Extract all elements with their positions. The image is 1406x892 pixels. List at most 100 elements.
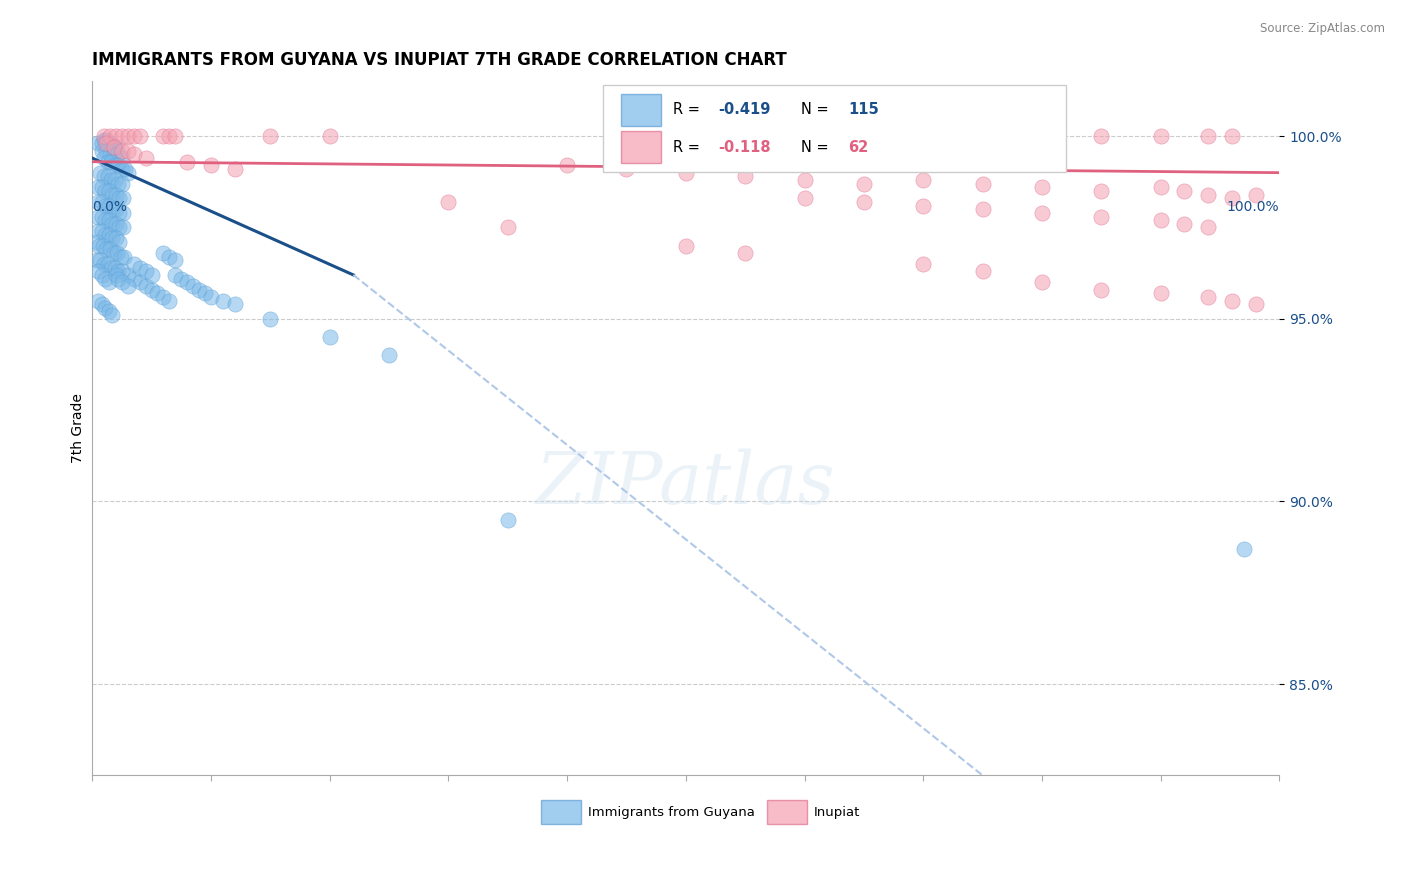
Point: [1197, 220, 1219, 235]
Point: [111, 129, 134, 144]
Point: [912, 198, 935, 212]
Point: [87, 264, 110, 278]
Point: [793, 173, 815, 187]
FancyBboxPatch shape: [620, 94, 661, 126]
Point: [112, 206, 135, 220]
Point: [1150, 180, 1173, 194]
Point: [165, 129, 187, 144]
Text: R =: R =: [672, 140, 704, 155]
Point: [224, 161, 246, 176]
Point: [103, 140, 125, 154]
Point: [96, 133, 118, 147]
Point: [87, 224, 110, 238]
Point: [200, 158, 222, 172]
Point: [128, 275, 150, 289]
Point: [1220, 129, 1243, 144]
Point: [170, 271, 193, 285]
FancyBboxPatch shape: [603, 85, 1066, 171]
Point: [259, 129, 281, 144]
Point: [94, 301, 117, 315]
Point: [157, 293, 180, 308]
Point: [93, 133, 115, 147]
Point: [97, 184, 120, 198]
Point: [97, 169, 120, 184]
Point: [94, 198, 117, 212]
Point: [107, 158, 129, 172]
Point: [111, 177, 134, 191]
Point: [97, 198, 120, 212]
Point: [176, 154, 198, 169]
Point: [194, 286, 217, 301]
Text: Inupiat: Inupiat: [814, 805, 860, 819]
Point: [111, 161, 134, 176]
Point: [93, 169, 115, 184]
Point: [135, 151, 157, 165]
Point: [117, 144, 139, 158]
Point: [111, 151, 134, 165]
Point: [96, 136, 118, 151]
Point: [105, 246, 128, 260]
Point: [165, 253, 187, 268]
Text: Source: ZipAtlas.com: Source: ZipAtlas.com: [1260, 22, 1385, 36]
Point: [104, 217, 127, 231]
Point: [86, 253, 108, 268]
Point: [112, 250, 135, 264]
Point: [122, 257, 145, 271]
Point: [1031, 206, 1053, 220]
Point: [98, 243, 121, 257]
Point: [1090, 129, 1112, 144]
Point: [972, 202, 994, 217]
Point: [107, 177, 129, 191]
Text: N =: N =: [801, 140, 834, 155]
Text: -0.118: -0.118: [718, 140, 770, 155]
Point: [1150, 213, 1173, 227]
Point: [90, 210, 112, 224]
Point: [616, 161, 638, 176]
Point: [89, 166, 111, 180]
Point: [93, 151, 115, 165]
Point: [104, 268, 127, 282]
Point: [1197, 129, 1219, 144]
Point: [86, 235, 108, 249]
Point: [972, 264, 994, 278]
Point: [437, 194, 460, 209]
Point: [181, 279, 204, 293]
Point: [555, 158, 578, 172]
Point: [122, 129, 145, 144]
Point: [1197, 187, 1219, 202]
Point: [793, 191, 815, 205]
Point: [852, 177, 875, 191]
Point: [122, 271, 145, 285]
Point: [101, 187, 124, 202]
Point: [675, 166, 697, 180]
Point: [104, 173, 127, 187]
Point: [97, 154, 120, 169]
Text: IMMIGRANTS FROM GUYANA VS INUPIAT 7TH GRADE CORRELATION CHART: IMMIGRANTS FROM GUYANA VS INUPIAT 7TH GR…: [93, 51, 787, 69]
Point: [912, 257, 935, 271]
Point: [675, 238, 697, 252]
Point: [100, 154, 122, 169]
Text: Immigrants from Guyana: Immigrants from Guyana: [589, 805, 755, 819]
Point: [1173, 217, 1195, 231]
Point: [1031, 275, 1053, 289]
Text: 0.0%: 0.0%: [93, 200, 127, 214]
Point: [90, 180, 112, 194]
Point: [117, 268, 139, 282]
Point: [972, 177, 994, 191]
Point: [89, 253, 111, 268]
Point: [1173, 184, 1195, 198]
Point: [87, 136, 110, 151]
Point: [108, 206, 131, 220]
Point: [200, 290, 222, 304]
Point: [1031, 129, 1053, 144]
Point: [98, 129, 121, 144]
FancyBboxPatch shape: [620, 130, 661, 162]
Point: [146, 286, 169, 301]
Point: [103, 246, 125, 260]
Point: [108, 191, 131, 205]
Text: 115: 115: [848, 102, 879, 117]
Point: [117, 279, 139, 293]
Text: 62: 62: [848, 140, 869, 155]
Point: [188, 283, 211, 297]
Text: ZIPatlas: ZIPatlas: [536, 449, 835, 519]
